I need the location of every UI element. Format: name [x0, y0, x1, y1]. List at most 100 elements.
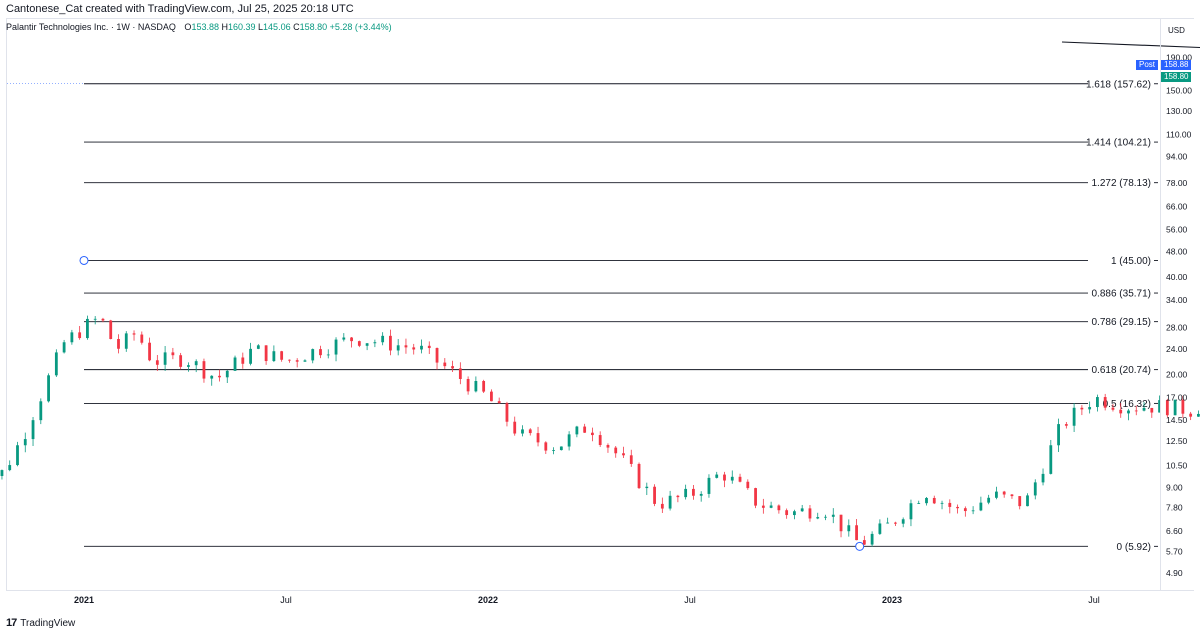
candle-body[interactable] [1197, 413, 1200, 417]
candle-body[interactable] [956, 506, 959, 509]
candle-body[interactable] [909, 503, 913, 520]
currency-label[interactable]: USD [1168, 26, 1185, 35]
candle-body[interactable] [1018, 496, 1022, 507]
candle-body[interactable] [917, 503, 921, 504]
candle-body[interactable] [878, 523, 882, 534]
candle-body[interactable] [86, 318, 89, 339]
candle-body[interactable] [521, 429, 524, 434]
candle-body[interactable] [16, 445, 19, 466]
candle-body[interactable] [606, 444, 610, 448]
candle-body[interactable] [723, 474, 726, 481]
candle-body[interactable] [140, 334, 144, 343]
candle-body[interactable] [979, 502, 983, 511]
candle-body[interactable] [451, 366, 454, 369]
candle-body[interactable] [280, 351, 284, 360]
candle-body[interactable] [443, 362, 447, 367]
candle-body[interactable] [963, 508, 967, 512]
candle-body[interactable] [396, 345, 400, 351]
candle-body[interactable] [536, 433, 540, 443]
candle-body[interactable] [831, 514, 835, 517]
candle-body[interactable] [8, 465, 12, 471]
candle-body[interactable] [1080, 407, 1084, 410]
candle-body[interactable] [528, 429, 532, 434]
candle-body[interactable] [117, 339, 120, 349]
candle-body[interactable] [940, 502, 944, 504]
candle-body[interactable] [1026, 495, 1029, 507]
candle-body[interactable] [1010, 494, 1014, 497]
candle-body[interactable] [1189, 413, 1193, 417]
candle-body[interactable] [373, 342, 377, 344]
tradingview-logo[interactable]: 17 TradingView [6, 617, 75, 629]
candle-body[interactable] [730, 476, 734, 481]
candle-body[interactable] [474, 381, 478, 392]
candle-body[interactable] [1088, 407, 1092, 410]
candle-body[interactable] [124, 333, 128, 349]
candle-body[interactable] [194, 361, 198, 366]
candle-body[interactable] [1057, 424, 1060, 446]
candle-body[interactable] [583, 426, 587, 433]
candle-body[interactable] [622, 453, 625, 456]
candle-body[interactable] [427, 345, 431, 349]
candle-body[interactable] [552, 450, 555, 451]
candle-body[interactable] [1002, 491, 1006, 495]
candle-body[interactable] [404, 345, 408, 348]
candle-body[interactable] [699, 493, 703, 496]
candle-body[interactable] [163, 352, 167, 365]
candle-body[interactable] [816, 517, 820, 519]
candle-body[interactable] [365, 343, 369, 346]
candle-body[interactable] [93, 318, 97, 320]
candle-body[interactable] [288, 359, 291, 361]
candle-body[interactable] [995, 491, 998, 498]
candle-body[interactable] [847, 525, 851, 532]
candle-body[interactable] [342, 337, 346, 340]
candle-body[interactable] [637, 463, 641, 489]
candle-body[interactable] [948, 502, 952, 507]
candle-body[interactable] [932, 497, 936, 504]
candle-body[interactable] [544, 442, 548, 451]
candle-body[interactable] [738, 476, 742, 482]
candle-body[interactable] [78, 332, 82, 339]
candle-body[interactable] [513, 421, 517, 434]
candle-body[interactable] [1158, 400, 1161, 413]
candle-body[interactable] [684, 488, 688, 498]
candle-body[interactable] [1150, 407, 1154, 413]
candle-body[interactable] [886, 522, 890, 524]
candle-body[interactable] [1103, 397, 1107, 408]
candle-body[interactable] [420, 345, 423, 350]
candle-body[interactable] [1119, 409, 1123, 414]
candle-body[interactable] [381, 335, 385, 343]
candle-body[interactable] [1173, 399, 1177, 416]
candle-body[interactable] [202, 361, 206, 379]
candle-body[interactable] [824, 516, 827, 518]
candle-body[interactable] [870, 533, 874, 545]
candle-body[interactable] [264, 345, 268, 362]
candle-body[interactable] [653, 486, 656, 504]
candle-body[interactable] [754, 488, 757, 506]
candle-body[interactable] [466, 379, 470, 392]
candle-body[interactable] [1033, 482, 1037, 496]
candle-body[interactable] [179, 355, 183, 367]
candle-body[interactable] [1111, 407, 1115, 410]
candle-body[interactable] [334, 339, 338, 355]
fib-anchor-low[interactable] [855, 541, 865, 551]
candle-body[interactable] [800, 508, 804, 512]
candle-body[interactable] [210, 375, 214, 379]
candle-body[interactable] [1049, 445, 1053, 474]
candle-body[interactable] [357, 341, 361, 346]
candle-body[interactable] [155, 360, 159, 365]
candle-body[interactable] [1134, 410, 1138, 412]
candle-body[interactable] [575, 426, 579, 435]
candle-body[interactable] [256, 345, 260, 349]
candle-body[interactable] [458, 368, 462, 380]
candle-body[interactable] [692, 488, 695, 496]
candle-body[interactable] [862, 540, 866, 545]
candle-body[interactable] [777, 505, 781, 511]
candle-body[interactable] [295, 360, 299, 362]
candle-body[interactable] [629, 455, 633, 464]
candle-body[interactable] [497, 401, 501, 404]
candle-body[interactable] [567, 434, 571, 447]
candle-body[interactable] [148, 342, 151, 361]
candle-body[interactable] [668, 495, 672, 509]
candle-body[interactable] [715, 474, 719, 478]
